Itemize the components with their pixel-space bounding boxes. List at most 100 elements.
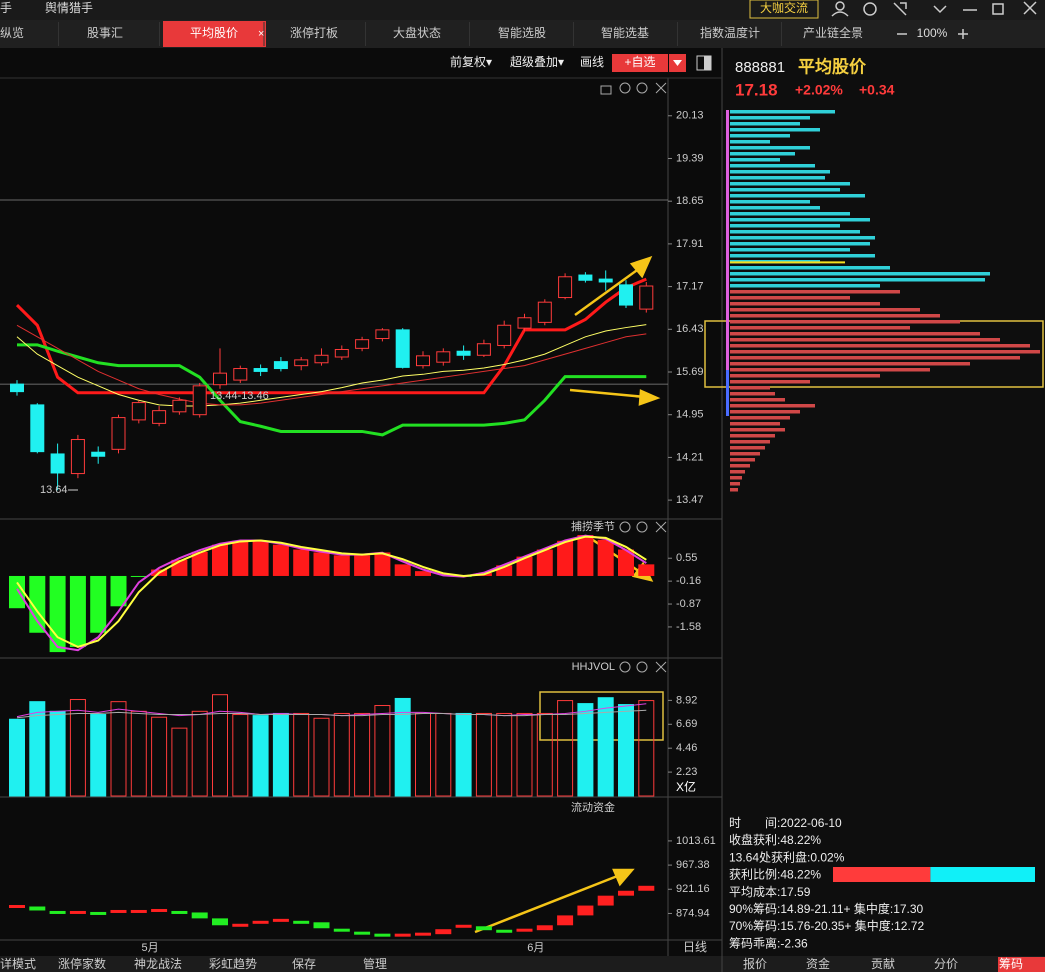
right-tab[interactable]: 资金 [806,956,830,971]
volume-bar [374,705,391,797]
chip-bar [730,224,840,228]
toolbar-item[interactable]: 超级叠加▾ [510,54,564,69]
add-button[interactable] [612,54,668,72]
macd-bar [191,551,208,576]
macd-bar [496,565,513,576]
chip-bar [730,398,785,402]
candle-body [273,361,288,370]
y-tick-label: 967.38 [676,859,710,871]
chip-bar [730,428,785,432]
macd-bar [130,575,147,577]
bottom-tab[interactable]: 彩虹趋势 [209,957,257,971]
price: 17.18 [735,80,778,99]
candle-body [375,329,390,340]
chip-bar [730,440,770,444]
bottom-tab[interactable]: 管理 [363,956,387,971]
flow-block [110,909,127,913]
chip-bar [730,356,1020,360]
menu-button[interactable]: 大咖交流 [760,0,808,15]
macd-bar [516,556,533,576]
range-bar [726,110,729,370]
candle-body [70,439,85,475]
volume-bar [293,712,310,797]
chip-bar [730,422,780,426]
chip-bar [730,350,1040,354]
chip-bar [730,302,880,306]
info-label: 筹码乖离: [729,936,780,951]
toolbar-item[interactable]: 前复权▾ [450,54,492,69]
candle-body [111,417,126,450]
candle-body [416,355,430,367]
indicator-line [17,343,647,437]
macd-bar [536,549,553,576]
chip-bar [730,482,740,486]
candle-body [598,278,613,283]
unit-label: X亿 [676,779,696,794]
tab[interactable]: 智能选基 [601,25,649,40]
candle-body [558,276,573,299]
flow-block [536,925,553,931]
tab[interactable]: 纵览 [0,25,24,40]
flow-block [618,890,634,896]
y-tick-label: 16.43 [676,323,704,335]
tab[interactable]: 平均股价 [190,26,238,40]
chip-info: 平均成本:17.59 [729,885,811,899]
volume-bar [536,712,553,797]
flow-block [252,920,269,924]
menu-item[interactable]: 舆情猎手 [45,0,93,15]
volume-bar [232,714,249,797]
tab[interactable]: 指数温度计 [700,25,760,40]
toolbar-item[interactable]: 画线 [580,55,604,69]
bottom-tab[interactable]: 涨停家数 [58,956,106,971]
chip-bar [730,236,875,240]
y-tick-label: 921.16 [676,883,710,895]
volume-bar [171,727,188,797]
tab[interactable]: 大盘状态 [393,25,441,40]
flow-block [597,895,614,906]
close-tab[interactable]: × [258,28,264,40]
chip-bar [730,218,870,222]
tab[interactable]: 涨停打板 [290,25,338,40]
volume-bar [9,718,25,797]
right-tab[interactable]: 贡献 [871,956,895,971]
candle-body [497,324,512,346]
info-label: 收盘获利: [729,832,780,847]
chip-bar [730,206,820,210]
flow-block [354,931,371,935]
chip-bar [730,338,1000,342]
tab[interactable]: 智能选股 [498,25,546,40]
indicator-line [16,324,647,406]
macd-bar [415,571,431,576]
chip-bar [730,404,815,408]
volume-bar [252,715,269,797]
chip-info: 时 间:2022-06-10 [729,816,842,830]
right-tab[interactable]: 报价 [743,956,767,971]
tab[interactable]: 产业链全景 [803,25,863,40]
tab[interactable]: 股事汇 [87,26,123,40]
right-tab[interactable]: 筹码 [999,957,1023,971]
volume-bar [313,717,330,797]
toolbar-item[interactable]: +自选 [624,55,655,69]
bottom-tab[interactable]: 神龙战法 [134,957,182,971]
menu-item[interactable]: 手 [0,1,12,15]
chip-bar [730,242,870,246]
chip-bar [730,200,810,204]
chip-bar [730,212,850,216]
right-tab[interactable]: 分价 [934,957,958,971]
candle-body [639,285,654,310]
bottom-bar [0,956,1045,972]
panel-icons[interactable] [600,82,667,673]
bottom-tab[interactable]: 详模式 [0,956,36,971]
bottom-tab[interactable]: 保存 [292,957,316,971]
candle-body [30,404,45,453]
period-label[interactable]: 日线 [683,940,707,954]
indicator-line [16,534,647,652]
chip-bar [730,116,810,120]
volume-bar [638,700,655,797]
y-tick-label: 2.23 [676,766,697,778]
volume-bar [496,712,513,797]
y-tick-label: 874.94 [676,907,710,919]
chip-bar [730,284,880,288]
stock-name: 平均股价 [798,56,867,76]
volume-bar [455,712,472,797]
